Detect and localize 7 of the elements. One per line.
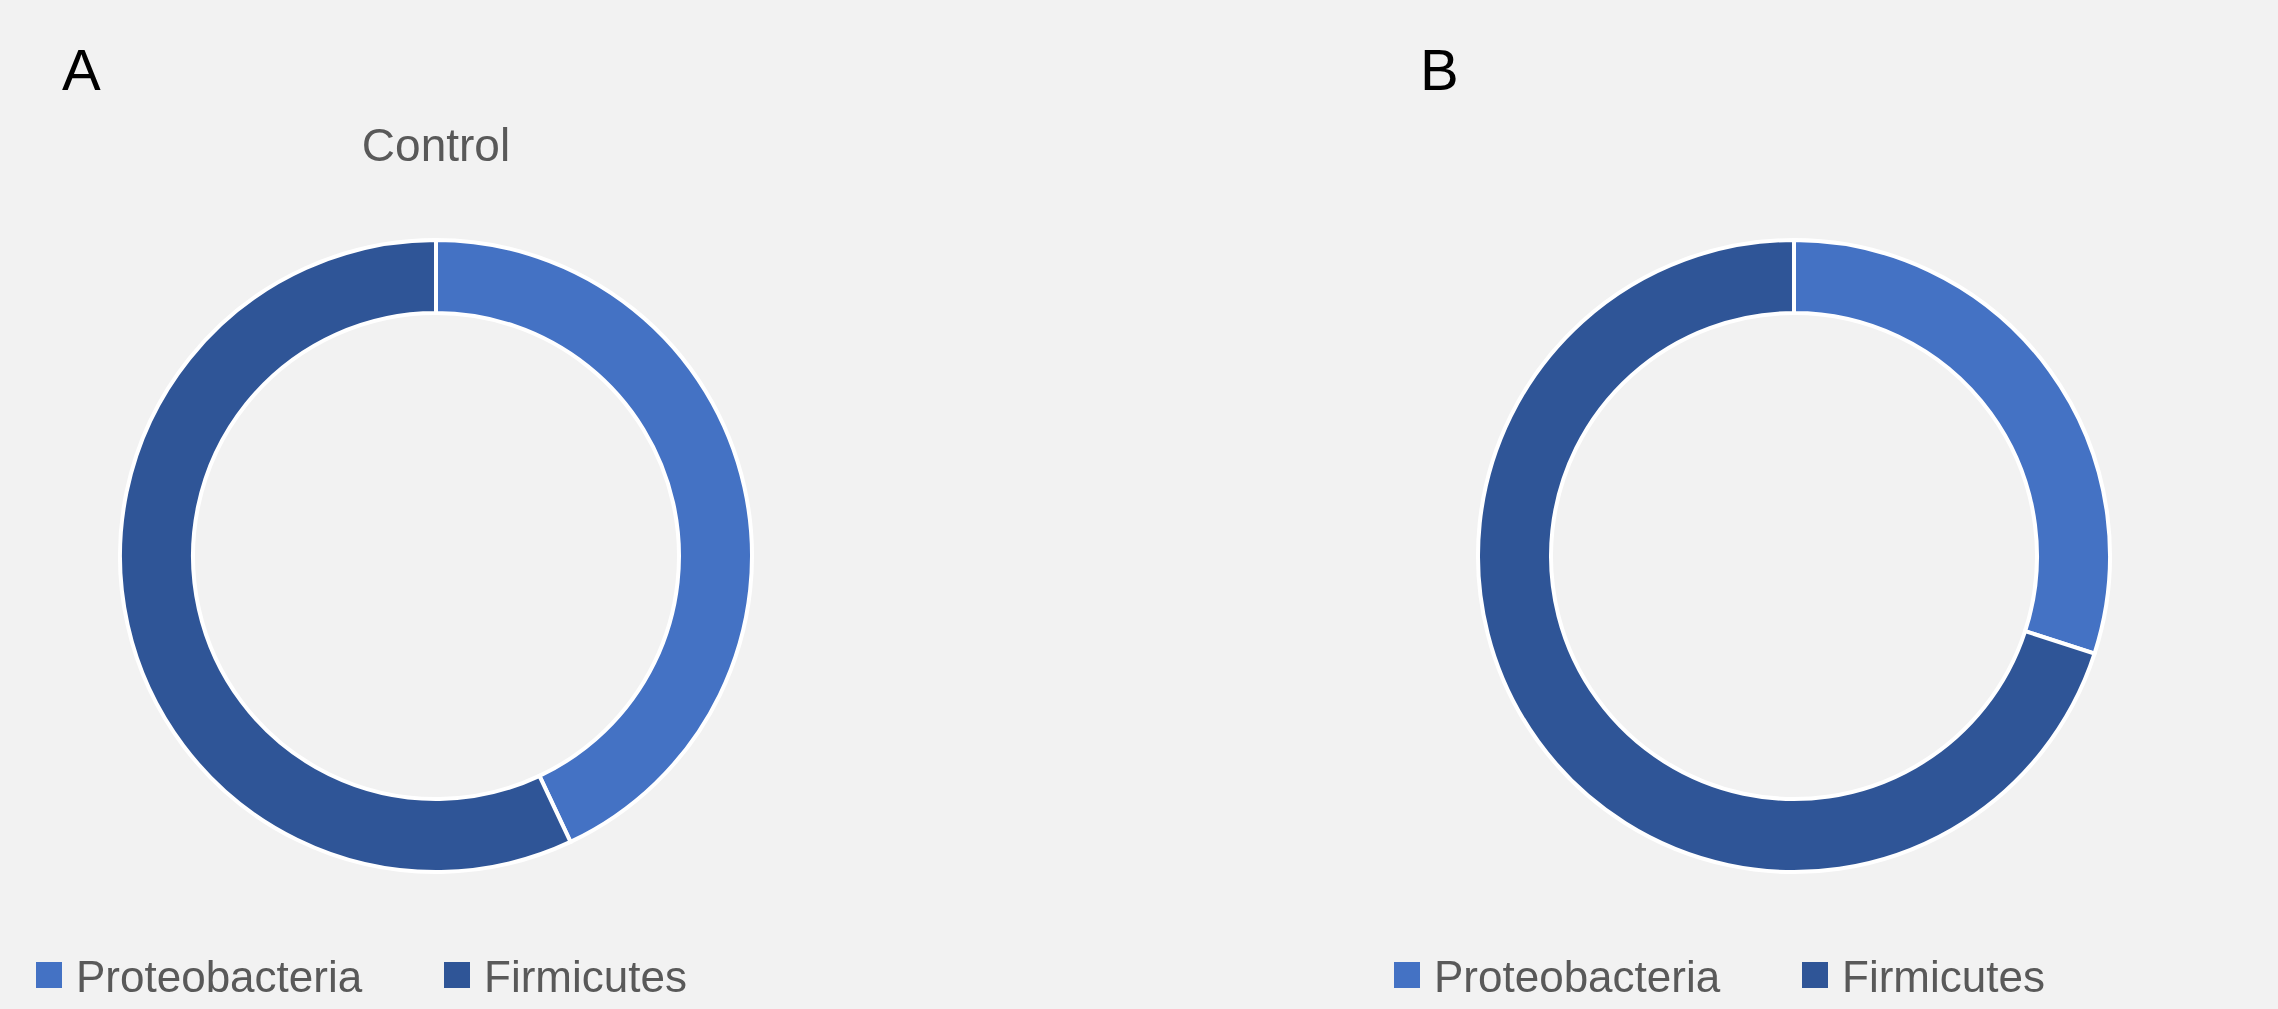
text: A [62,37,101,102]
chart-title: Control [361,119,511,171]
legend-label: Firmicutes [1842,951,2045,1001]
text: B [1420,37,1459,102]
legend-label: Proteobacteria [1434,951,1721,1001]
legend-label: Proteobacteria [76,951,363,1001]
legend-label: Firmicutes [484,951,687,1001]
